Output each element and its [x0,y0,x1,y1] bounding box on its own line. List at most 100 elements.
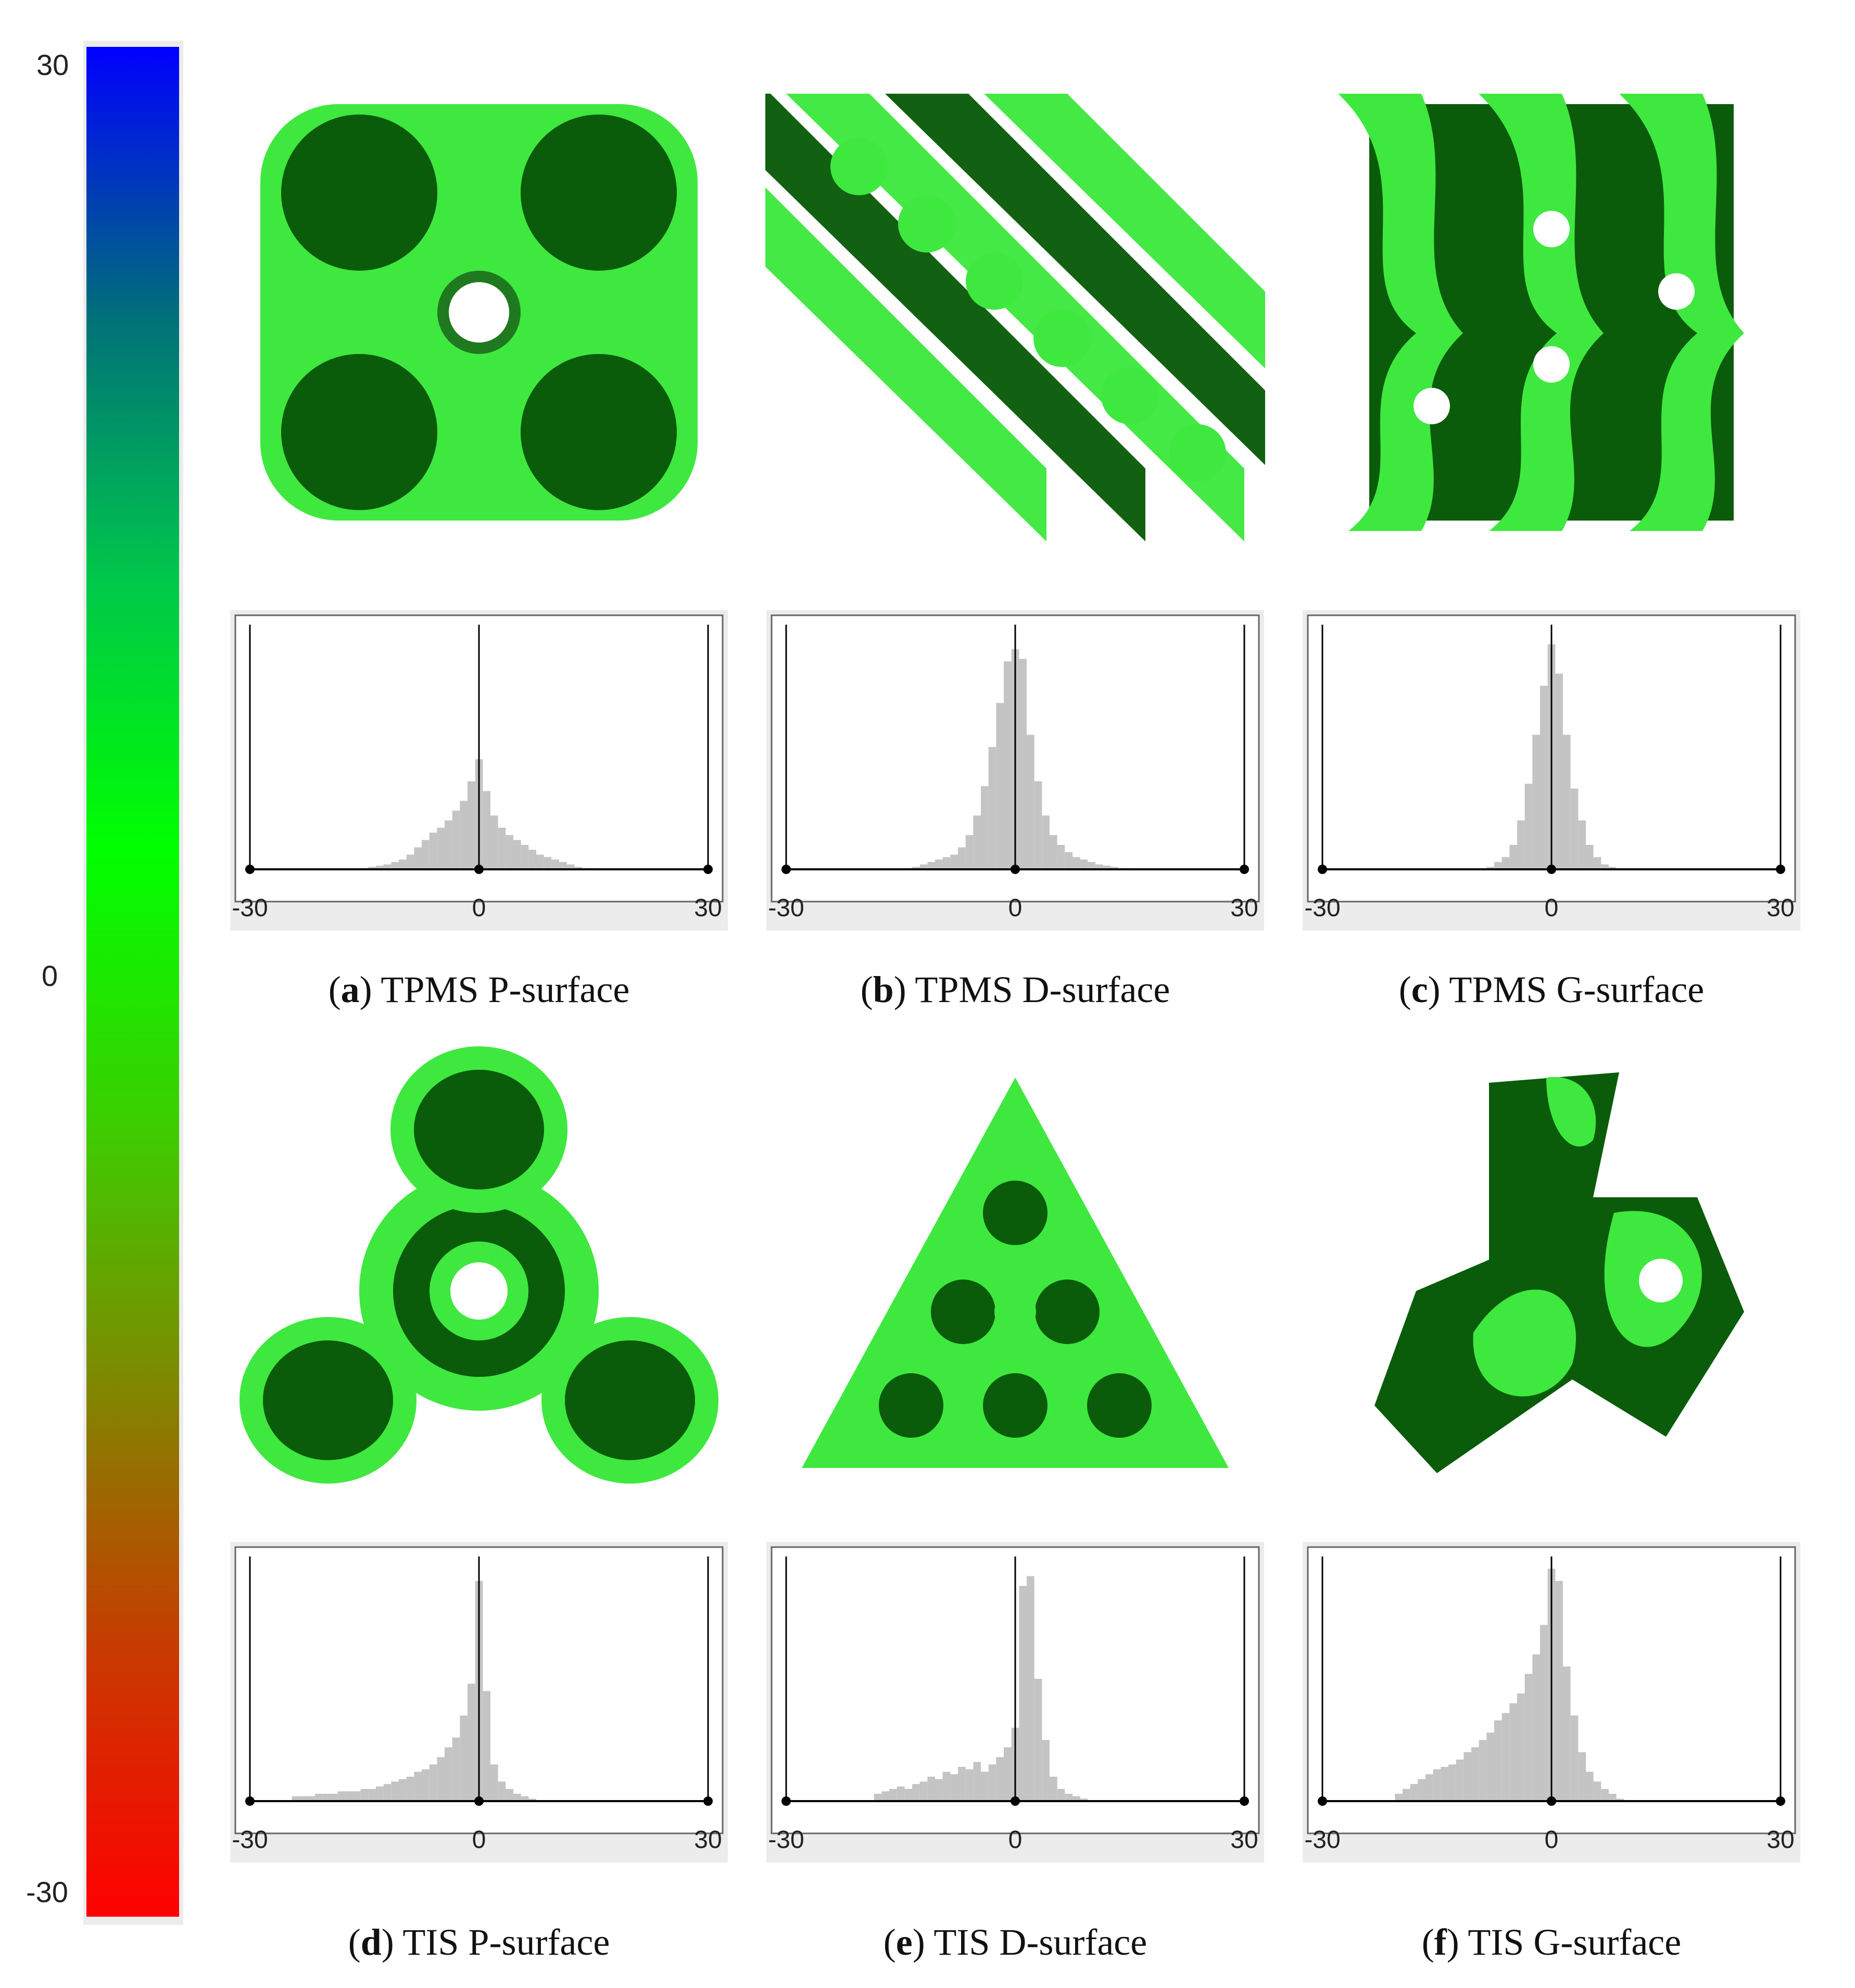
hist-tick-label: 30 [1766,894,1794,922]
hist-tick-label: 0 [472,1826,486,1854]
surface-render-e [802,1078,1229,1468]
surface-shape [1338,94,1744,531]
hist-bar [399,859,407,869]
hist-bar [452,811,460,869]
hist-bar [414,847,422,869]
surface-hole-5 [1087,1373,1152,1438]
hist-bar [483,1691,490,1801]
hist-marker-dot [781,865,791,874]
surface-hole-0 [983,1181,1048,1245]
hist-bar [1019,1586,1027,1801]
hist-bar [1540,686,1548,869]
hist-bar [1065,1793,1072,1801]
surface-node-3 [1033,310,1091,367]
hist-bar [1027,1576,1034,1801]
surface-hole-1 [931,1280,995,1344]
hist-marker-dot [1011,865,1020,874]
hist-bar [391,1781,399,1801]
hist-marker-dot [1547,865,1556,874]
hist-bar [1563,735,1571,869]
hist-marker-dot [474,865,484,874]
hist-tick-label: 30 [694,1826,722,1854]
surface-hole-1 [1533,346,1570,383]
colorbar-label-top: 30 [36,48,69,81]
hist-marker-dot [703,1796,713,1806]
hist-bar [490,1764,498,1801]
hist-bar [551,859,559,869]
hist-tick-label: 0 [472,894,486,922]
caption-label: TPMS P-surface [381,969,630,1010]
surface-node-4 [1101,367,1158,424]
hist-bar [1418,1779,1425,1801]
hist-tick-label: 0 [1545,894,1559,922]
surface-band-4 [984,94,1265,369]
hist-bar [521,1796,529,1801]
hist-bar [468,781,475,869]
hist-tick-label: -30 [232,1826,268,1854]
surface-hole-2 [281,354,437,510]
hist-bar [299,1796,307,1801]
hist-marker-dot [1240,1796,1249,1806]
hist-bar [1004,1747,1012,1801]
hist-bar [996,703,1004,869]
hist-bar [1027,735,1034,869]
surface-hole-3 [1658,273,1695,310]
surface-render-b [765,94,1265,541]
caption-d: (d) TIS P-surface [348,1921,610,1963]
hist-bar [1486,867,1494,869]
hist-bar [345,1791,353,1801]
hist-bar [468,1683,475,1801]
hist-bar [965,1769,974,1801]
hist-marker-dot [1547,1796,1556,1806]
hist-bar [912,867,920,869]
hist-bar [874,1793,882,1801]
hist-tick-label: 30 [1230,1826,1258,1854]
hist-bar [935,859,943,869]
surface-node-0 [830,138,888,195]
hist-bar [1019,659,1027,869]
hist-tick-label: 30 [1230,894,1258,922]
hist-bar [927,862,935,869]
hist-bar [1072,857,1080,869]
hist-bar [337,1791,346,1801]
hist-bar [498,828,506,869]
hist-bar [996,1757,1004,1801]
caption-label: TPMS D-surface [915,969,1170,1010]
surface-shape [1374,1072,1744,1473]
caption-letter: c [1411,969,1428,1010]
hist-bar [1042,815,1050,869]
hist-marker-dot [1240,865,1249,874]
caption-label: TIS G-surface [1468,1921,1682,1963]
surface-column-2 [1619,94,1744,531]
surface-shape [765,94,1265,541]
hist-bar [1601,1789,1609,1801]
hist-bar [958,847,966,869]
hist-bar [1524,783,1533,869]
surface-render-f [1374,1072,1744,1473]
hist-tick-label: 0 [1545,1826,1559,1854]
histogram-f: -30 0 30 [1303,1542,1800,1863]
hist-bar [513,1793,521,1801]
hist-marker-dot [703,865,713,874]
hist-bar [1570,1715,1579,1801]
hist-bar [1471,1747,1479,1801]
hist-bar [521,845,529,869]
hist-bar [376,865,384,869]
colorbar [86,47,179,1917]
caption-e: (e) TIS D-surface [883,1921,1147,1963]
hist-bar [1524,1674,1533,1801]
surface-hole-2 [1035,1280,1100,1344]
hist-tick-label: -30 [1304,1826,1340,1854]
hist-bar [422,840,430,869]
hist-bar [437,828,445,869]
hist-marker-dot [1776,865,1785,874]
hist-bar [368,867,376,869]
hist-bar [981,786,989,869]
surface-render-d [239,1046,718,1484]
hist-bar [1463,1752,1471,1801]
hist-marker-dot [245,1796,255,1806]
surface-node-1 [898,195,955,252]
hist-bar [1088,862,1095,869]
surface-sheet [1374,1072,1744,1473]
hist-bar [1042,1740,1050,1801]
